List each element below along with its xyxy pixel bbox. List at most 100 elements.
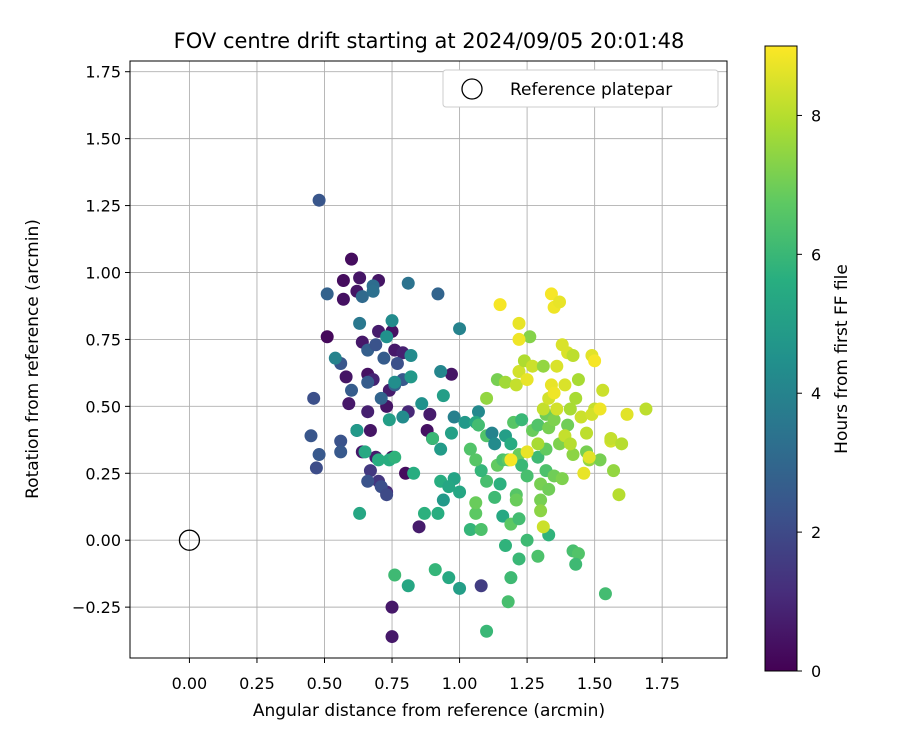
- y-tick-label: 0.75: [85, 330, 121, 349]
- data-point: [553, 295, 567, 309]
- data-point: [566, 448, 580, 462]
- data-point: [423, 407, 437, 421]
- x-tick-label: 0.50: [307, 674, 343, 693]
- data-point: [342, 397, 356, 411]
- y-tick-label: 1.00: [85, 263, 121, 282]
- data-point: [307, 391, 321, 405]
- data-point: [480, 624, 494, 638]
- colorbar-tick-label: 8: [811, 106, 821, 125]
- data-point: [536, 402, 550, 416]
- y-tick-label: 0.25: [85, 464, 121, 483]
- data-point: [523, 330, 537, 344]
- data-point: [385, 314, 399, 328]
- data-point: [453, 581, 467, 595]
- data-point: [582, 450, 596, 464]
- data-point: [534, 493, 548, 507]
- data-point: [588, 354, 602, 368]
- data-point: [520, 533, 534, 547]
- y-tick-label: 1.25: [85, 197, 121, 216]
- data-point: [304, 429, 318, 443]
- legend-label: Reference platepar: [510, 80, 672, 100]
- data-point: [366, 284, 380, 298]
- data-point: [550, 402, 564, 416]
- data-point: [561, 418, 575, 432]
- x-tick-label: 1.75: [644, 674, 680, 693]
- data-point: [358, 445, 372, 459]
- data-point: [604, 431, 618, 445]
- legend-box: [442, 69, 719, 108]
- x-tick-label: 0.75: [374, 674, 410, 693]
- data-point: [580, 426, 594, 440]
- data-point: [428, 563, 442, 577]
- data-point: [320, 330, 334, 344]
- data-point: [361, 375, 375, 389]
- data-point: [353, 316, 367, 330]
- legend-marker-icon: [461, 78, 483, 100]
- data-point: [469, 453, 483, 467]
- data-point: [480, 474, 494, 488]
- data-point: [515, 413, 529, 427]
- data-point: [417, 506, 431, 520]
- data-point: [639, 402, 653, 416]
- data-point: [469, 496, 483, 510]
- x-tick-label: 0.00: [172, 674, 208, 693]
- data-point: [509, 378, 523, 392]
- data-point: [328, 351, 342, 365]
- data-point: [620, 407, 634, 421]
- data-point: [531, 437, 545, 451]
- colorbar-tick-label: 6: [811, 245, 821, 264]
- data-point: [353, 506, 367, 520]
- data-point: [380, 330, 394, 344]
- data-point: [436, 493, 450, 507]
- data-point: [493, 477, 507, 491]
- data-point: [520, 445, 534, 459]
- data-point: [558, 378, 572, 392]
- data-point: [474, 464, 488, 478]
- data-point: [474, 579, 488, 593]
- data-point: [607, 464, 621, 478]
- data-point: [615, 437, 629, 451]
- data-point: [463, 442, 477, 456]
- plot-frame: [129, 60, 728, 659]
- data-point: [593, 402, 607, 416]
- data-points: [304, 193, 653, 644]
- data-point: [501, 595, 515, 609]
- data-point: [447, 410, 461, 424]
- y-tick-label: 1.75: [85, 63, 121, 82]
- x-tick-label: 0.25: [239, 674, 275, 693]
- data-point: [372, 453, 386, 467]
- data-point: [504, 437, 518, 451]
- data-point: [569, 557, 583, 571]
- data-point: [480, 391, 494, 405]
- y-tick-label: 1.50: [85, 130, 121, 149]
- data-point: [542, 482, 556, 496]
- data-point: [488, 437, 502, 451]
- data-point: [571, 547, 585, 561]
- data-point: [509, 493, 523, 507]
- data-point: [434, 442, 448, 456]
- data-point: [498, 539, 512, 553]
- data-point: [577, 466, 591, 480]
- data-point: [504, 571, 518, 585]
- data-point: [598, 587, 612, 601]
- y-tick-label: −0.25: [72, 598, 121, 617]
- data-point: [512, 365, 526, 379]
- data-point: [536, 359, 550, 373]
- data-point: [515, 458, 529, 472]
- data-point: [336, 274, 350, 288]
- data-point: [369, 338, 383, 352]
- data-point: [555, 472, 569, 486]
- data-point: [339, 370, 353, 384]
- data-point: [385, 630, 399, 644]
- data-point: [550, 359, 564, 373]
- data-point: [442, 480, 456, 494]
- data-point: [442, 571, 456, 585]
- data-point: [566, 348, 580, 362]
- colorbar-gradient: [764, 45, 798, 672]
- data-point: [488, 490, 502, 504]
- colorbar-tick-label: 2: [811, 523, 821, 542]
- data-point: [463, 522, 477, 536]
- data-point: [458, 415, 472, 429]
- data-point: [361, 405, 375, 419]
- data-point: [436, 389, 450, 403]
